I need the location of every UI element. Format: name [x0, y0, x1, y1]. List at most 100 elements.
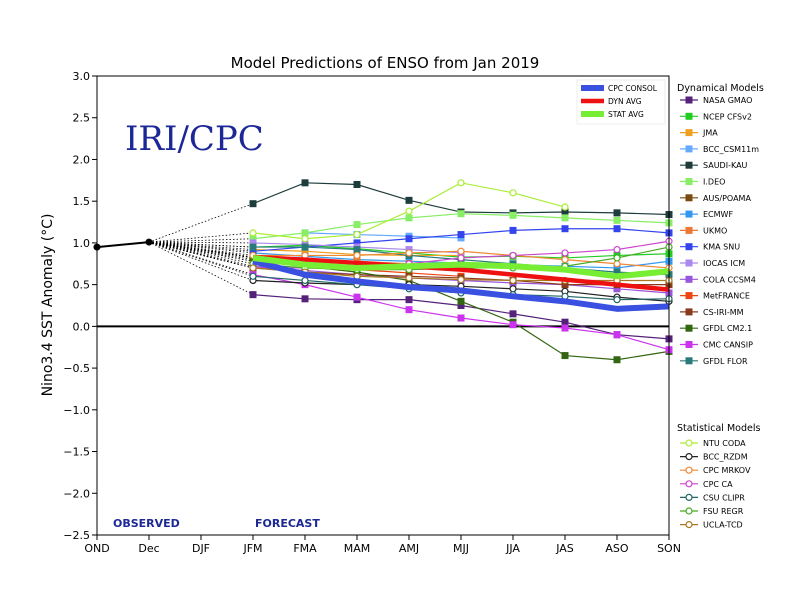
average-line-cpc-consol — [252, 258, 670, 312]
legend-label-i-deo: I.DEO — [703, 178, 725, 187]
point-cmc-cansip-jja — [509, 321, 517, 329]
point-cpc-ca-aso — [613, 245, 621, 254]
legend-marker-jma — [685, 129, 693, 137]
point-ucla-tcd-mjj — [457, 276, 465, 284]
point-cmc-cansip-aso — [613, 331, 621, 339]
point-cpc-ca-jas — [561, 249, 569, 257]
legend-label-iocas-icm: IOCAS ICM — [703, 259, 745, 268]
legend-label-ncep-cfsv2: NCEP CFSv2 — [703, 112, 752, 121]
point-cpc-mrkov-jas — [561, 256, 569, 264]
point-cpc-mrkov-aso — [613, 260, 621, 268]
point-cmc-cansip-mam — [353, 293, 361, 301]
observed-series — [93, 238, 153, 251]
y-axis-label: Nino3.4 SST Anomaly (°C) — [40, 214, 56, 397]
point-ntu-coda-jja — [509, 189, 517, 197]
point-saudi-kau-amj — [405, 196, 413, 204]
point-gfdl-cm2-1-mjj — [457, 297, 465, 305]
plot-area — [93, 179, 673, 364]
series-i-deo — [249, 210, 673, 243]
legend-label-stat-avg: STAT AVG — [608, 110, 644, 119]
connector-jma — [148, 241, 254, 250]
point-i-deo-amj — [405, 214, 413, 222]
average-line-stat-avg — [252, 254, 670, 280]
x-tick-label: JAS — [555, 542, 574, 555]
legend-marker-ecmwf — [685, 210, 693, 218]
legend-label-ntu-coda: NTU CODA — [703, 439, 746, 448]
point-saudi-kau-aso — [613, 209, 621, 217]
point-gfdl-flor-mam — [353, 246, 361, 254]
legend-label-saudi-kau: SAUDI-KAU — [703, 161, 748, 170]
point-i-deo-fma — [301, 229, 309, 237]
x-tick-label: JFM — [242, 542, 262, 555]
point-kma-snu-jas — [561, 225, 569, 233]
legend-label-dyn-avg: DYN AVG — [608, 97, 642, 106]
point-cpc-ca-mjj — [457, 254, 465, 262]
point-ntu-coda-mjj — [457, 179, 465, 187]
series-cmc-cansip — [249, 271, 673, 354]
point-nasa-gmao-jja — [509, 310, 517, 318]
legend-marker-aus-poama — [685, 194, 693, 202]
point-saudi-kau-fma — [301, 179, 309, 187]
point-nasa-gmao-jas — [561, 318, 569, 326]
legend-marker-cmc-cansip — [685, 341, 693, 348]
legend-label-bcc-rzdm: BCC_RZDM — [703, 453, 748, 462]
x-tick-label: OND — [84, 542, 109, 555]
y-tick-label: −2.0 — [63, 487, 90, 500]
point-csu-clipr-jfm — [249, 272, 257, 280]
point-kma-snu-mjj — [457, 231, 465, 239]
legend-marker-kma-snu — [685, 243, 693, 251]
legend-marker-fsu-regr — [685, 507, 693, 515]
x-axis: OND Dec DJF JFM FMA MAM AMJ MJJ JJA JAS ASO SON — [84, 535, 681, 555]
legend-marker-i-deo — [685, 178, 693, 185]
connector-cola-ccsm4 — [148, 241, 254, 267]
x-tick-label: DJF — [192, 542, 210, 555]
connector-stat-avg — [148, 241, 254, 259]
point-nasa-gmao-fma — [301, 295, 309, 303]
y-axis: −2.5 −2.0 −1.5 −1.0 −0.5 0.0 0.5 1.0 1.5 2.0 2.5 3.… — [63, 70, 97, 542]
x-tick-label: FMA — [293, 542, 317, 555]
legend-label-gfdl-cm2-1: GFDL CM2.1 — [703, 324, 752, 333]
legend-label-ucla-tcd: UCLA-TCD — [703, 521, 743, 530]
x-tick-label: AMJ — [399, 542, 419, 555]
y-tick-label: −0.5 — [63, 362, 90, 375]
point-cpc-mrkov-mjj — [457, 247, 465, 255]
x-tick-label: ASO — [605, 542, 629, 555]
dynamical-legend: NASA GMAO NCEP CFSv2 JMA BCC_CSM11m SAUDI-KA… — [680, 96, 759, 366]
legend-label-cpc-consol: CPC CONSOL — [608, 84, 658, 93]
legend-label-ukmo: UKMO — [703, 226, 727, 235]
legend-marker-saudi-kau — [685, 161, 693, 169]
connector-csu-clipr — [148, 241, 254, 277]
legend-label-cmc-cansip: CMC CANSIP — [703, 341, 753, 350]
point-i-deo-jja — [509, 211, 517, 219]
observed-label: OBSERVED — [113, 517, 180, 530]
legend-label-gfdl-flor: GFDL FLOR — [703, 357, 748, 366]
point-gfdl-flor-jfm — [249, 243, 257, 251]
connector-iocas-icm — [148, 241, 254, 244]
legend-marker-cola-ccsm4 — [685, 275, 693, 283]
legend-marker-bcc-rzdm — [685, 453, 693, 461]
point-csu-clipr-aso — [613, 296, 621, 304]
series-ntu-coda — [249, 179, 569, 243]
point-ucla-tcd-amj — [405, 274, 413, 282]
point-i-deo-mjj — [457, 210, 465, 218]
point-i-deo-mam — [353, 221, 361, 229]
x-tick-label: JJA — [505, 542, 520, 555]
legend-marker-ntu-coda — [685, 439, 693, 447]
plot-frame — [96, 75, 670, 536]
statistical-legend-title: Statistical Models — [677, 423, 760, 434]
legend-marker-cpc-ca — [685, 480, 693, 488]
point-ucla-tcd-jja — [509, 276, 517, 285]
connector-i-deo — [148, 238, 254, 243]
connector-cmc-cansip — [148, 241, 254, 276]
point-i-deo-aso — [613, 216, 621, 224]
legend-marker-ucla-tcd — [685, 520, 693, 529]
point-kma-snu-aso — [613, 225, 621, 233]
forecast-label: FORECAST — [255, 517, 320, 530]
connector-aus-poama — [148, 241, 254, 260]
point-saudi-kau-jfm — [249, 200, 257, 208]
point-cmc-cansip-mjj — [457, 314, 465, 322]
point-gfdl-cm2-1-jas — [561, 352, 569, 360]
average-line-dyn-avg — [252, 254, 670, 292]
legend-marker-gfdl-cm2-1 — [685, 324, 693, 332]
y-tick-label: 1.0 — [73, 237, 91, 250]
